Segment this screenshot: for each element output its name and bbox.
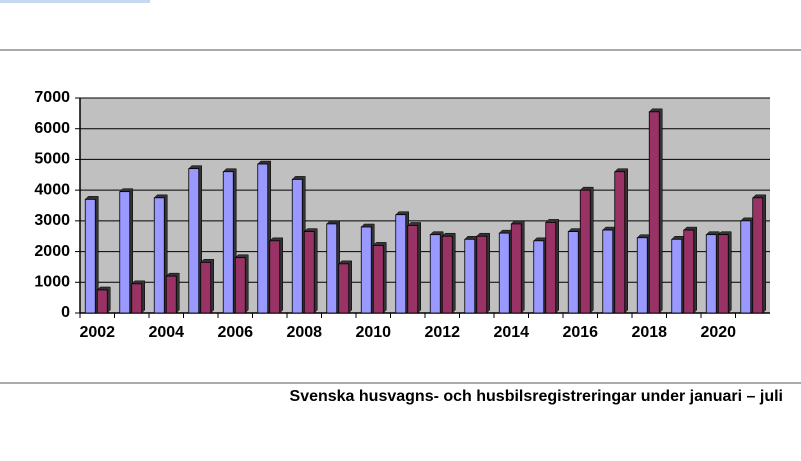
bar — [96, 289, 108, 314]
x-tick-label: 2002 — [79, 324, 115, 341]
bar — [234, 257, 246, 314]
bar — [395, 214, 407, 314]
bar — [705, 234, 717, 314]
bar — [200, 261, 212, 314]
bar — [671, 238, 683, 314]
bar — [441, 235, 453, 314]
bar — [84, 198, 96, 314]
caption: Svenska husvagns- och husbilsregistrerin… — [290, 388, 783, 405]
bar — [614, 171, 626, 314]
x-tick-label: 2012 — [424, 324, 460, 341]
bar — [291, 178, 303, 314]
bar — [510, 223, 522, 314]
y-tick-label: 1000 — [34, 274, 70, 291]
bar — [567, 231, 579, 314]
y-tick-label: 6000 — [34, 120, 70, 137]
bar — [683, 229, 695, 314]
bar — [545, 221, 557, 314]
bar — [188, 168, 200, 314]
bar — [602, 229, 614, 314]
x-tick-label: 2016 — [562, 324, 598, 341]
bar — [153, 197, 165, 314]
y-tick-label: 5000 — [34, 151, 70, 168]
bar — [338, 263, 350, 314]
x-tick-label: 2008 — [286, 324, 322, 341]
bar — [131, 283, 143, 314]
bar — [372, 245, 384, 314]
y-tick-label: 7000 — [34, 89, 70, 106]
bar — [303, 231, 315, 314]
y-tick-label: 2000 — [34, 243, 70, 260]
bar — [648, 111, 660, 314]
bar — [464, 238, 476, 314]
x-tick-label: 2020 — [700, 324, 736, 341]
cropped-link — [0, 0, 150, 3]
bar — [257, 163, 269, 314]
x-tick-label: 2006 — [217, 324, 253, 341]
x-tick-label: 2018 — [631, 324, 667, 341]
bar — [636, 237, 648, 314]
y-tick-label: 4000 — [34, 181, 70, 198]
x-tick-label: 2004 — [148, 324, 184, 341]
bar — [476, 235, 488, 314]
bar — [165, 275, 177, 314]
bar — [429, 234, 441, 314]
bar — [326, 223, 338, 314]
y-tick-label: 0 — [61, 304, 70, 321]
bar — [269, 240, 281, 314]
bar — [498, 232, 510, 314]
x-tick-label: 2010 — [355, 324, 391, 341]
bar — [752, 197, 764, 314]
bar — [579, 189, 591, 314]
bar — [119, 191, 131, 314]
bar — [407, 225, 419, 314]
y-tick-label: 3000 — [34, 212, 70, 229]
bar — [717, 234, 729, 314]
x-tick-label: 2014 — [493, 324, 529, 341]
bar — [222, 171, 234, 314]
plot-area — [80, 98, 770, 313]
bar — [533, 240, 545, 314]
bar — [360, 226, 372, 314]
bar — [740, 220, 752, 314]
